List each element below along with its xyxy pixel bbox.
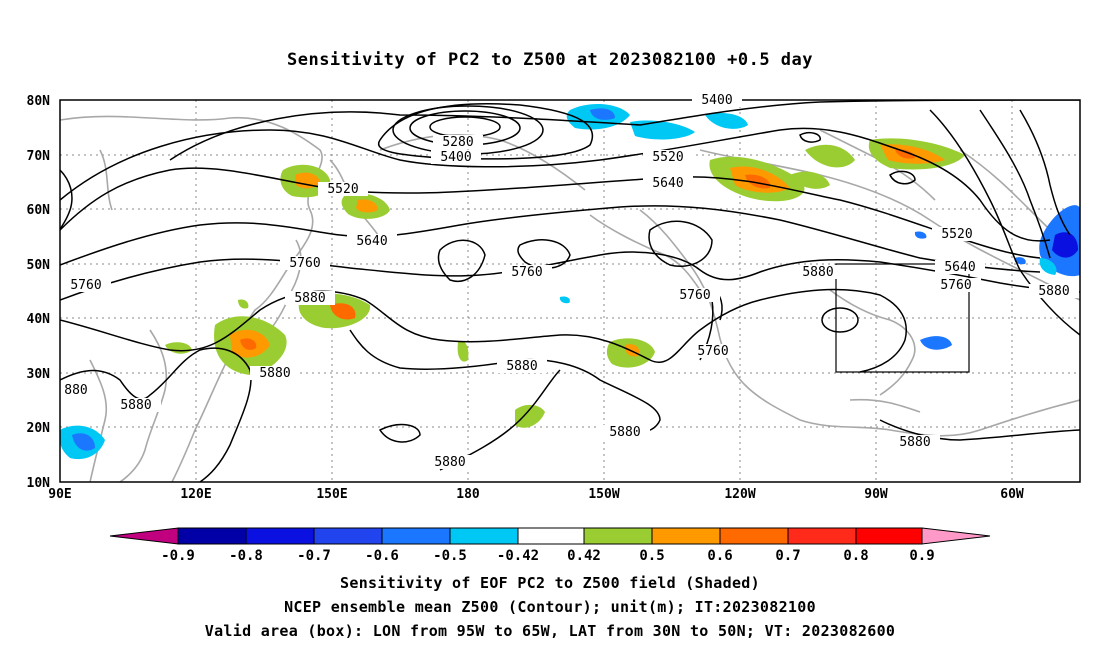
contour-label: 5880 <box>506 359 537 374</box>
contour-label: 5760 <box>70 278 101 293</box>
map-frame <box>59 99 1081 483</box>
colorbar-label: 0.9 <box>909 548 934 564</box>
lon-label: 180 <box>456 487 480 502</box>
contour-label: 5760 <box>679 288 710 303</box>
lon-label: 120E <box>180 487 211 502</box>
valid-area-box <box>835 263 970 373</box>
colorbar-label: -0.7 <box>297 548 331 564</box>
colorbar-label: -0.8 <box>229 548 263 564</box>
contour-label: 5880 <box>434 455 465 470</box>
lon-label: 150W <box>588 487 619 502</box>
lat-label: 70N <box>27 149 51 164</box>
colorbar-label: 0.7 <box>775 548 800 564</box>
lat-label: 80N <box>27 94 51 109</box>
colorbar-label: -0.6 <box>365 548 399 564</box>
contour-label: 5880 <box>259 366 290 381</box>
contour-label: 5880 <box>294 291 325 306</box>
colorbar-arrow-low <box>109 527 179 545</box>
map-title: Sensitivity of PC2 to Z500 at 2023082100… <box>286 50 813 70</box>
contour-labels: 5400 5280 5400 5520 5640 5520 5640 5520 … <box>61 93 1079 470</box>
grid-lines <box>60 100 1080 482</box>
contour-label: 880 <box>64 383 87 398</box>
footer-line-1: Sensitivity of EOF PC2 to Z500 field (Sh… <box>340 574 760 592</box>
lat-label: 10N <box>27 476 51 491</box>
colorbar-label: 0.8 <box>843 548 868 564</box>
lon-label: 60W <box>1000 487 1024 502</box>
contour-label: 5760 <box>511 265 542 280</box>
contour-label: 5400 <box>701 93 732 108</box>
latitude-labels: 80N 70N 60N 50N 40N 30N 20N 10N <box>27 94 51 491</box>
contour-label: 5280 <box>442 135 473 150</box>
colorbar-label: 0.42 <box>567 548 601 564</box>
contour-label: 5760 <box>940 278 971 293</box>
contour-label: 5880 <box>120 398 151 413</box>
lat-label: 40N <box>27 312 51 327</box>
longitude-labels: 90E 120E 150E 180 150W 120W 90W 60W <box>48 487 1024 502</box>
contour-label: 5640 <box>944 260 975 275</box>
contour-label: 5760 <box>289 256 320 271</box>
colorbar-label: -0.9 <box>161 548 195 564</box>
lon-label: 150E <box>316 487 347 502</box>
colorbar-label: -0.42 <box>497 548 539 564</box>
lat-label: 30N <box>27 367 51 382</box>
contour-label: 5640 <box>652 176 683 191</box>
contour-label: 5400 <box>440 150 471 165</box>
contour-label: 5760 <box>697 344 728 359</box>
footer-line-3: Valid area (box): LON from 95W to 65W, L… <box>204 622 896 640</box>
lon-label: 120W <box>724 487 755 502</box>
colorbar: -0.9 -0.8 -0.7 -0.6 -0.5 -0.42 0.42 0.5 … <box>109 527 991 564</box>
lat-label: 60N <box>27 203 51 218</box>
contour-label: 5880 <box>1038 284 1069 299</box>
colorbar-arrow-high <box>921 527 991 545</box>
contour-label: 5520 <box>652 150 683 165</box>
contour-label: 5520 <box>941 227 972 242</box>
contour-label: 5520 <box>327 182 358 197</box>
contour-label: 5880 <box>899 435 930 450</box>
contour-label: 5880 <box>609 425 640 440</box>
lat-label: 20N <box>27 421 51 436</box>
lat-label: 50N <box>27 258 51 273</box>
colorbar-label: 0.5 <box>639 548 664 564</box>
contour-label: 5880 <box>802 265 833 280</box>
colorbar-label: 0.6 <box>707 548 732 564</box>
lon-label: 90E <box>48 487 71 502</box>
lon-label: 90W <box>864 487 888 502</box>
contour-label: 5640 <box>356 234 387 249</box>
footer-line-2: NCEP ensemble mean Z500 (Contour); unit(… <box>284 598 816 616</box>
colorbar-label: -0.5 <box>433 548 467 564</box>
